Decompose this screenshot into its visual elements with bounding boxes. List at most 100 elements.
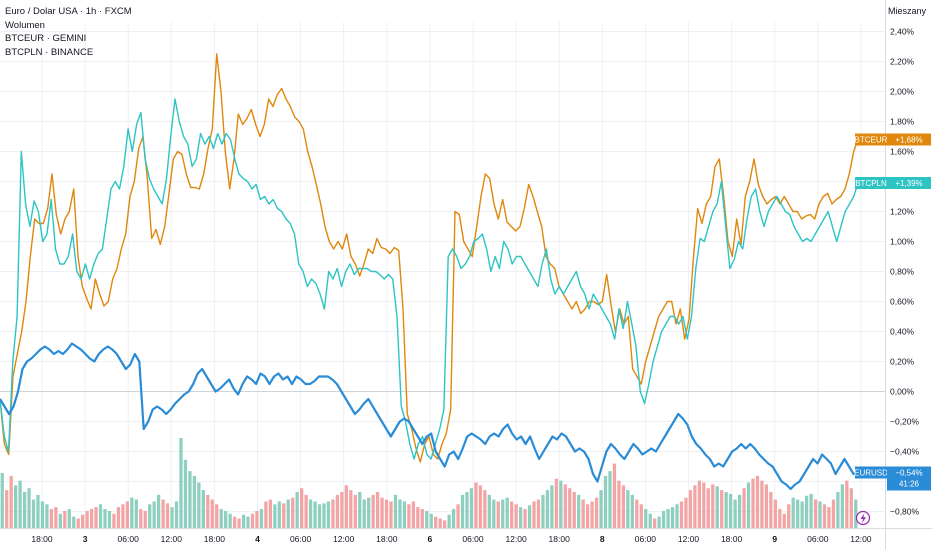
volume-bar[interactable] [134, 499, 138, 528]
volume-bar[interactable] [778, 509, 782, 528]
volume-bar[interactable] [443, 520, 447, 528]
volume-bar[interactable] [478, 485, 483, 528]
volume-bar[interactable] [679, 501, 684, 528]
volume-bar[interactable] [67, 509, 71, 528]
volume-bar[interactable] [326, 501, 331, 528]
volume-bar[interactable] [322, 503, 326, 528]
volume-bar[interactable] [81, 514, 85, 528]
volume-bar[interactable] [737, 494, 742, 528]
volume-bar[interactable] [822, 504, 827, 528]
volume-bar[interactable] [782, 513, 786, 528]
volume-bar[interactable] [72, 516, 76, 528]
volume-bar[interactable] [18, 480, 22, 528]
volume-bar[interactable] [143, 510, 147, 528]
volume-bar[interactable] [22, 492, 27, 528]
volume-bar[interactable] [675, 504, 679, 528]
volume-bar[interactable] [563, 484, 567, 528]
volume-bar[interactable] [559, 480, 563, 528]
volume-bar[interactable] [648, 513, 652, 528]
volume-bar[interactable] [451, 509, 456, 528]
volume-bar[interactable] [809, 493, 813, 528]
volume-bar[interactable] [349, 490, 353, 528]
volume-bar[interactable] [800, 501, 804, 528]
volume-bar[interactable] [259, 509, 264, 528]
volume-bar[interactable] [335, 494, 340, 528]
volume-bar[interactable] [804, 495, 809, 528]
volume-bar[interactable] [398, 499, 402, 528]
badge-value-eurusd[interactable] [887, 466, 931, 491]
volume-bar[interactable] [626, 490, 630, 528]
volume-bar[interactable] [179, 438, 183, 528]
volume-bar[interactable] [130, 497, 134, 528]
volume-bar[interactable] [286, 499, 290, 528]
volume-bar[interactable] [514, 504, 518, 528]
volume-bar[interactable] [586, 504, 590, 528]
volume-bar[interactable] [5, 490, 9, 528]
volume-bar[interactable] [89, 509, 94, 528]
volume-bar[interactable] [845, 480, 849, 528]
volume-bar[interactable] [188, 471, 192, 528]
volume-bar[interactable] [639, 504, 643, 528]
volume-bar[interactable] [536, 499, 541, 528]
volume-bar[interactable] [492, 499, 496, 528]
volume-bar[interactable] [670, 507, 675, 528]
volume-bar[interactable] [501, 499, 505, 528]
volume-bar[interactable] [697, 480, 701, 528]
volume-bar[interactable] [510, 501, 514, 528]
volume-bar[interactable] [14, 485, 18, 528]
volume-bar[interactable] [796, 499, 800, 528]
volume-bar[interactable] [688, 490, 693, 528]
volume-bar[interactable] [232, 516, 237, 528]
volume-bar[interactable] [331, 499, 335, 528]
volume-bar[interactable] [581, 499, 585, 528]
badge-name-btcpln[interactable] [855, 177, 887, 189]
volume-bar[interactable] [31, 499, 36, 528]
volume-bar[interactable] [518, 507, 523, 528]
volume-bar[interactable] [340, 492, 344, 528]
volume-bar[interactable] [367, 497, 371, 528]
volume-bar[interactable] [425, 510, 429, 528]
volume-bar[interactable] [246, 516, 250, 528]
volume-bar[interactable] [206, 494, 210, 528]
scale-mode-label[interactable]: Mieszany [888, 6, 927, 16]
volume-bar[interactable] [197, 482, 201, 528]
volume-bar[interactable] [411, 501, 415, 528]
volume-bar[interactable] [836, 492, 840, 528]
volume-bar[interactable] [210, 499, 214, 528]
volume-bar[interactable] [9, 475, 13, 528]
volume-bar[interactable] [277, 501, 281, 528]
volume-bar[interactable] [621, 485, 626, 528]
volume-bar[interactable] [371, 494, 375, 528]
volume-bar[interactable] [429, 513, 433, 528]
volume-bar[interactable] [300, 488, 304, 528]
volume-bar[interactable] [827, 507, 831, 528]
volume-bar[interactable] [58, 513, 62, 528]
volume-bar[interactable] [465, 492, 469, 528]
volume-bar[interactable] [849, 488, 853, 528]
volume-bar[interactable] [76, 518, 80, 528]
volume-bar[interactable] [27, 488, 31, 528]
volume-bar[interactable] [407, 504, 411, 528]
volume-bar[interactable] [224, 510, 228, 528]
volume-bar[interactable] [49, 509, 54, 528]
volume-bar[interactable] [769, 492, 773, 528]
volume-bar[interactable] [831, 499, 836, 528]
volume-bar[interactable] [420, 509, 424, 528]
volume-bar[interactable] [469, 488, 474, 528]
volume-bar[interactable] [317, 504, 322, 528]
badge-name-btceur[interactable] [855, 133, 887, 146]
volume-bar[interactable] [545, 490, 550, 528]
volume-bar[interactable] [474, 482, 478, 528]
volume-bar[interactable] [85, 510, 89, 528]
volume-bar[interactable] [353, 494, 357, 528]
volume-bar[interactable] [255, 510, 259, 528]
volume-bar[interactable] [344, 485, 348, 528]
volume-bar[interactable] [724, 492, 728, 528]
volume-bar[interactable] [237, 518, 241, 528]
volume-bar[interactable] [116, 507, 121, 528]
volume-bar[interactable] [666, 509, 670, 528]
volume-bar[interactable] [554, 478, 558, 528]
volume-bar[interactable] [125, 501, 129, 528]
volume-bar[interactable] [447, 514, 451, 528]
